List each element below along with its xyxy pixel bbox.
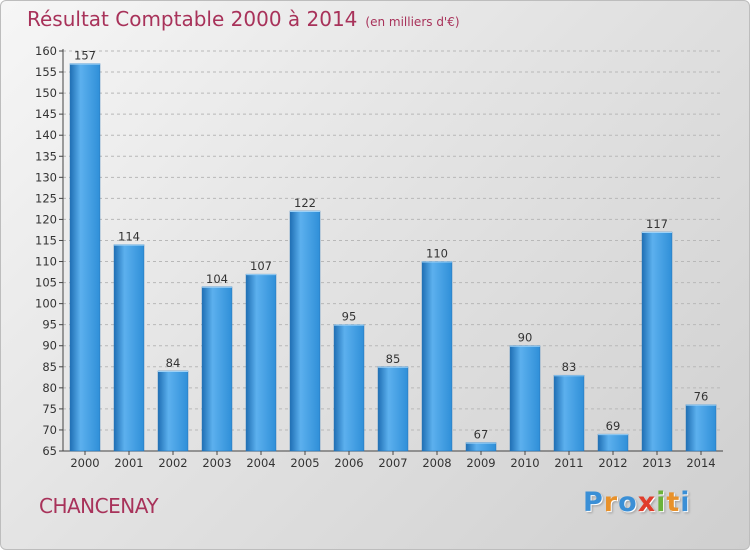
bar-value-label: 107 xyxy=(250,259,272,273)
bar xyxy=(377,366,409,452)
x-tick-label: 2006 xyxy=(334,456,363,470)
x-tick-label: 2005 xyxy=(290,456,319,470)
bar xyxy=(157,370,189,452)
bar-value-label: 104 xyxy=(206,272,228,286)
proxiti-logo: Proxiti xyxy=(583,487,691,518)
x-tick-label: 2012 xyxy=(598,456,627,470)
bar-value-label: 85 xyxy=(386,352,401,366)
bar xyxy=(597,433,629,452)
bar-value-label: 84 xyxy=(166,356,181,370)
x-tick-label: 2001 xyxy=(114,456,143,470)
x-tick-label: 2000 xyxy=(70,456,99,470)
bar xyxy=(289,210,321,452)
y-tick-label: 90 xyxy=(42,339,57,353)
y-tick-label: 130 xyxy=(35,170,57,184)
logo-letter: o xyxy=(618,487,638,518)
bar xyxy=(421,261,453,452)
x-tick-label: 2004 xyxy=(246,456,275,470)
y-tick-label: 105 xyxy=(35,276,57,290)
y-tick-label: 85 xyxy=(42,360,57,374)
y-tick-label: 80 xyxy=(42,381,57,395)
chart-title-text: Résultat Comptable 2000 à 2014 xyxy=(27,7,358,31)
y-tick-label: 65 xyxy=(42,444,57,458)
y-tick-label: 115 xyxy=(35,233,57,247)
bar xyxy=(641,231,673,452)
x-tick-label: 2002 xyxy=(158,456,187,470)
bar-value-label: 157 xyxy=(74,49,96,63)
x-tick-label: 2013 xyxy=(642,456,671,470)
logo-letter: r xyxy=(603,487,619,518)
y-tick-label: 140 xyxy=(35,128,57,142)
bar-value-label: 117 xyxy=(646,217,668,231)
y-tick-label: 75 xyxy=(42,402,57,416)
bar xyxy=(333,324,365,452)
bar xyxy=(553,374,585,452)
logo-letter: P xyxy=(583,487,604,518)
bar xyxy=(685,404,717,452)
bar-value-label: 67 xyxy=(474,428,489,442)
x-tick-label: 2014 xyxy=(686,456,715,470)
y-tick-label: 120 xyxy=(35,212,57,226)
bar-value-label: 114 xyxy=(118,230,140,244)
logo-letter: i xyxy=(680,487,691,518)
bar-value-label: 110 xyxy=(426,247,448,261)
chart-title: Résultat Comptable 2000 à 2014 (en millie… xyxy=(27,7,460,31)
x-tick-label: 2009 xyxy=(466,456,495,470)
bar xyxy=(509,345,541,452)
y-tick-label: 95 xyxy=(42,318,57,332)
logo-letter: x xyxy=(637,487,657,518)
y-tick-label: 135 xyxy=(35,149,57,163)
x-tick-label: 2008 xyxy=(422,456,451,470)
chart-unit: (en milliers d'€) xyxy=(365,15,460,29)
y-tick-label: 160 xyxy=(35,44,57,58)
y-tick-label: 100 xyxy=(35,297,57,311)
x-tick-label: 2007 xyxy=(378,456,407,470)
y-tick-label: 155 xyxy=(35,65,57,79)
bar xyxy=(245,273,277,452)
bar-value-label: 122 xyxy=(294,196,316,210)
y-tick-label: 110 xyxy=(35,255,57,269)
bar-value-label: 95 xyxy=(342,310,357,324)
bar-value-label: 76 xyxy=(694,390,709,404)
y-tick-label: 70 xyxy=(42,423,57,437)
y-tick-label: 150 xyxy=(35,86,57,100)
x-tick-label: 2010 xyxy=(510,456,539,470)
y-tick-label: 125 xyxy=(35,191,57,205)
logo-letter: t xyxy=(666,487,681,518)
location-name: CHANCENAY xyxy=(39,494,159,518)
bar xyxy=(69,63,101,452)
bar-value-label: 69 xyxy=(606,419,621,433)
x-tick-label: 2011 xyxy=(554,456,583,470)
logo-letter: i xyxy=(656,487,667,518)
bar xyxy=(113,244,145,452)
bar xyxy=(465,442,497,452)
y-tick-label: 145 xyxy=(35,107,57,121)
x-tick-label: 2003 xyxy=(202,456,231,470)
bar-value-label: 83 xyxy=(562,360,577,374)
bar-value-label: 90 xyxy=(518,331,533,345)
bar xyxy=(201,286,233,452)
